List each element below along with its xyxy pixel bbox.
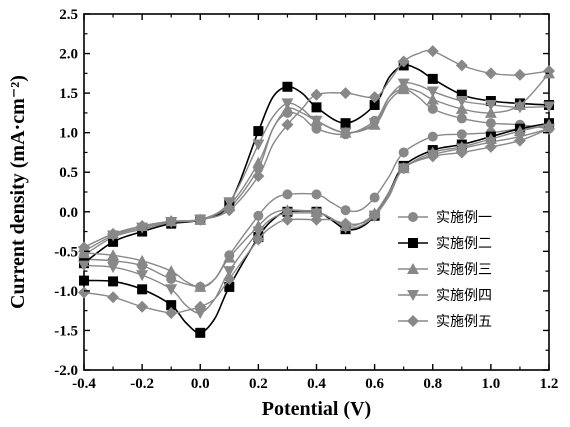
legend-item-5: 实施例五	[398, 314, 492, 330]
legend-item-4: 实施例四	[398, 288, 492, 304]
legend: 实施例一实施例二实施例三实施例四实施例五	[398, 210, 492, 330]
y-tick-label: 1.5	[59, 86, 78, 102]
y-tick-label: 1.0	[59, 126, 78, 142]
y-tick-label: 2.0	[59, 47, 78, 63]
legend-label: 实施例二	[436, 236, 492, 252]
y-tick-label: 0.5	[59, 165, 78, 181]
x-tick-label: 1.2	[540, 376, 559, 392]
x-tick-label: 0.4	[307, 376, 326, 392]
data-point	[282, 189, 292, 199]
data-point	[427, 87, 439, 98]
data-point	[195, 328, 205, 338]
data-point	[514, 69, 526, 81]
data-point	[456, 59, 468, 71]
data-point	[428, 104, 438, 114]
legend-item-1: 实施例一	[398, 210, 492, 226]
legend-marker	[407, 315, 419, 327]
data-point	[370, 193, 380, 203]
data-point	[282, 82, 292, 92]
legend-label: 实施例五	[436, 314, 492, 330]
data-point	[457, 113, 467, 123]
legend-item-3: 实施例三	[398, 262, 492, 278]
y-tick-label: 0.0	[59, 205, 78, 221]
data-point	[312, 189, 322, 199]
data-point	[136, 301, 148, 313]
data-point	[399, 147, 409, 157]
data-point	[457, 129, 467, 139]
legend-label: 实施例三	[436, 262, 492, 278]
data-point	[78, 286, 90, 298]
data-point	[79, 276, 89, 286]
x-tick-label: 0.0	[191, 376, 210, 392]
data-point	[427, 45, 439, 57]
data-point	[108, 276, 118, 286]
data-point	[136, 270, 148, 281]
data-point	[514, 135, 526, 147]
tick-labels: -0.4-0.20.00.20.40.60.81.01.2-2.0-1.5-1.…	[54, 7, 558, 392]
x-tick-label: -0.2	[130, 376, 154, 392]
data-point	[253, 126, 263, 136]
x-tick-label: 0.2	[249, 376, 268, 392]
series-3	[78, 67, 555, 292]
data-point	[253, 211, 263, 221]
data-point	[341, 205, 351, 215]
y-tick-label: -0.5	[54, 244, 78, 260]
data-point	[252, 170, 264, 182]
y-tick-label: -2.0	[54, 363, 78, 379]
data-point	[165, 265, 177, 276]
y-tick-label: -1.0	[54, 284, 78, 300]
data-point	[486, 118, 496, 128]
x-tick-label: 1.0	[482, 376, 501, 392]
data-point	[312, 102, 322, 112]
legend-label: 实施例一	[436, 210, 492, 226]
data-point	[252, 140, 264, 151]
legend-marker	[408, 238, 418, 248]
data-point	[485, 67, 497, 79]
x-tick-label: 0.6	[365, 376, 384, 392]
legend-item-2: 实施例二	[398, 236, 492, 252]
data-point	[107, 291, 119, 303]
data-point	[428, 74, 438, 84]
data-point	[340, 87, 352, 99]
y-tick-label: -1.5	[54, 323, 78, 339]
data-point	[137, 284, 147, 294]
data-point	[311, 89, 323, 101]
legend-label: 实施例四	[436, 288, 492, 304]
data-point	[428, 132, 438, 142]
legend-marker	[408, 212, 418, 222]
x-axis-title: Potential (V)	[262, 398, 371, 420]
y-tick-label: 2.5	[59, 7, 78, 23]
y-axis-title: Current density (mA·cm⁻²)	[7, 75, 29, 309]
series-1-forward-line	[84, 89, 549, 255]
x-tick-label: 0.8	[423, 376, 442, 392]
